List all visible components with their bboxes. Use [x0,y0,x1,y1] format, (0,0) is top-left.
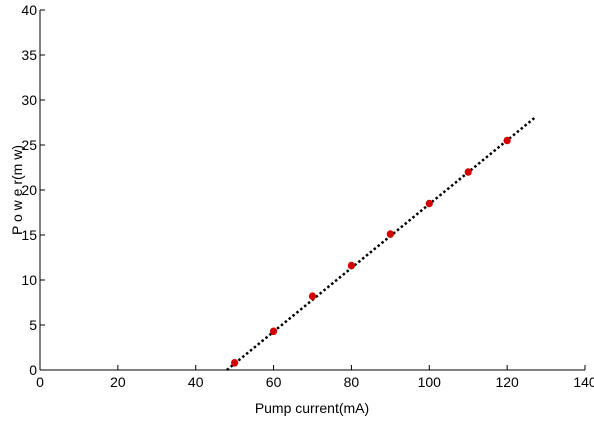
data-point [269,327,278,336]
y-tick-label: 5 [29,317,37,333]
y-tick-label: 10 [21,272,37,288]
x-tick-label: 40 [188,374,204,390]
x-tick-label: 120 [495,374,519,390]
x-tick-label: 100 [418,374,442,390]
y-tick-label: 30 [21,92,37,108]
x-tick-label: 80 [344,374,360,390]
plot-area: 0 20 40 60 80 100 120 140 0 5 10 15 20 25 30 35 40 [21,2,594,390]
y-tick-label: 35 [21,47,37,63]
x-axis-ticks: 0 20 40 60 80 100 120 140 [36,365,594,390]
x-tick-label: 20 [110,374,126,390]
data-point [308,292,317,301]
fit-line [226,117,536,371]
x-axis-label: Pump current(mA) [255,400,369,416]
data-point [386,230,394,238]
data-point [464,168,472,176]
data-points [231,136,511,367]
y-axis-label: P o w e r(m w) [9,145,25,235]
data-point [347,261,356,270]
data-point [503,136,511,145]
y-tick-label: 25 [21,137,37,153]
x-tick-label: 60 [266,374,282,390]
y-axis-ticks: 0 5 10 15 20 25 30 35 40 [21,2,45,378]
y-tick-label: 0 [29,362,37,378]
y-tick-label: 40 [21,2,37,18]
fit-line-layer [226,117,536,371]
x-tick-label: 0 [36,374,44,390]
data-point [231,359,239,367]
y-tick-label: 20 [21,182,37,198]
data-point [425,199,433,208]
y-tick-label: 15 [21,227,37,243]
x-tick-label: 140 [573,374,594,390]
